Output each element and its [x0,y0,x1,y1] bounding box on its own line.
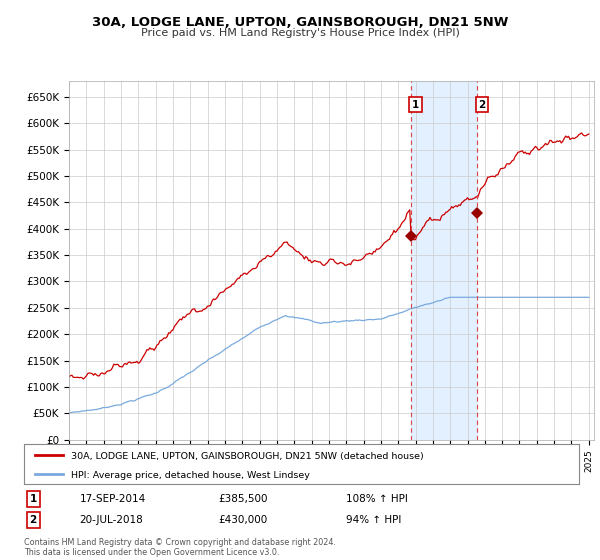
Text: 17-SEP-2014: 17-SEP-2014 [79,494,146,504]
Text: 2: 2 [478,100,485,110]
Text: 94% ↑ HPI: 94% ↑ HPI [346,515,401,525]
Text: 108% ↑ HPI: 108% ↑ HPI [346,494,408,504]
Text: 1: 1 [29,494,37,504]
Text: 1: 1 [412,100,419,110]
Text: Price paid vs. HM Land Registry's House Price Index (HPI): Price paid vs. HM Land Registry's House … [140,28,460,38]
Text: 2: 2 [29,515,37,525]
Text: £430,000: £430,000 [218,515,268,525]
Text: £385,500: £385,500 [218,494,268,504]
Text: Contains HM Land Registry data © Crown copyright and database right 2024.
This d: Contains HM Land Registry data © Crown c… [24,538,336,557]
Bar [410,81,477,440]
Text: 30A, LODGE LANE, UPTON, GAINSBOROUGH, DN21 5NW (detached house): 30A, LODGE LANE, UPTON, GAINSBOROUGH, DN… [71,452,424,461]
Text: 20-JUL-2018: 20-JUL-2018 [79,515,143,525]
Text: 30A, LODGE LANE, UPTON, GAINSBOROUGH, DN21 5NW: 30A, LODGE LANE, UPTON, GAINSBOROUGH, DN… [92,16,508,29]
Text: HPI: Average price, detached house, West Lindsey: HPI: Average price, detached house, West… [71,470,310,479]
